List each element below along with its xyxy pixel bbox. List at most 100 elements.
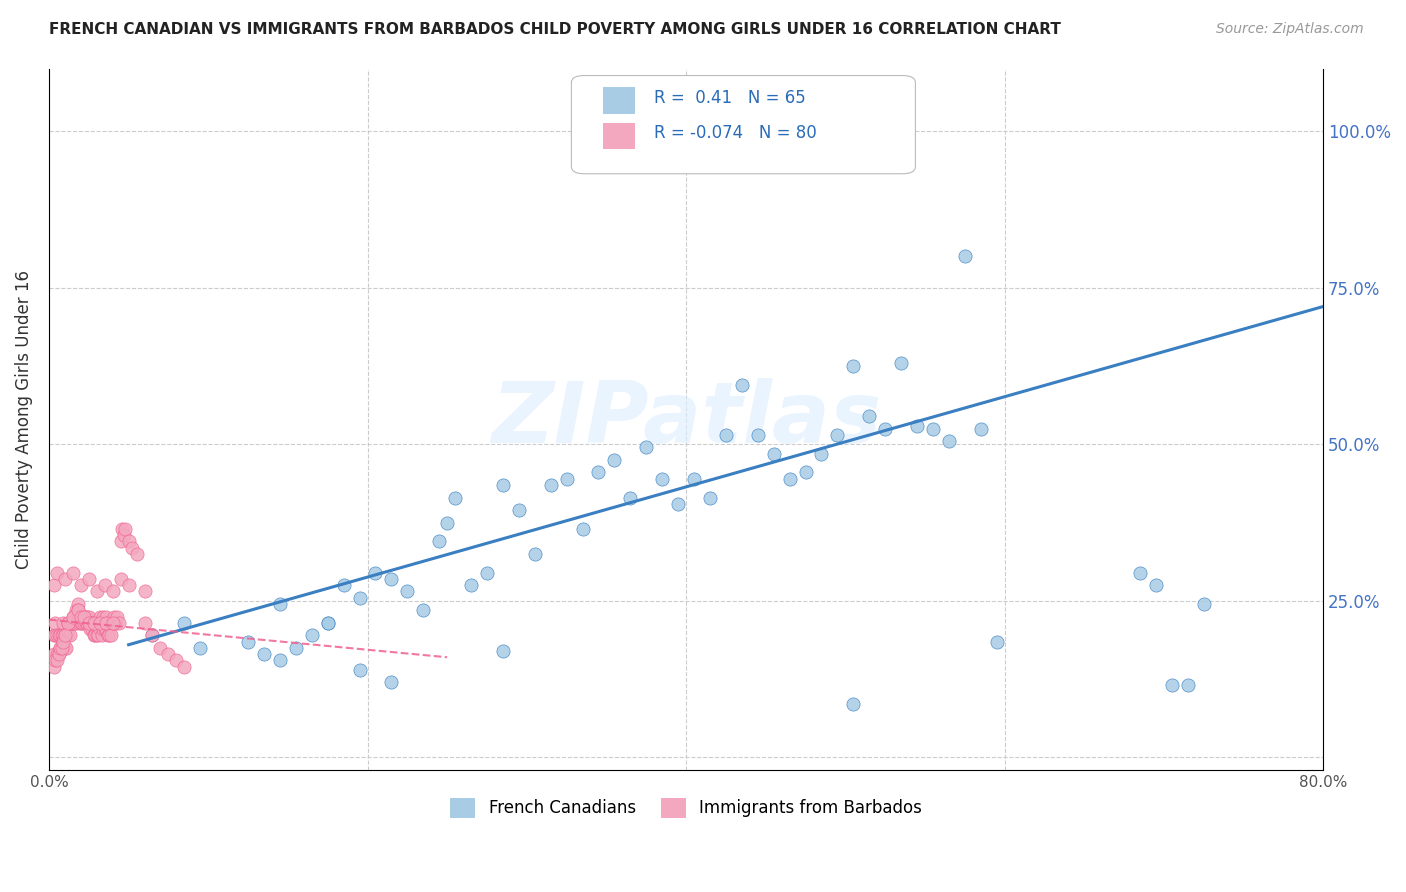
Point: [794, 466, 817, 480]
Point: [619, 491, 641, 505]
Point: [45, 647, 67, 661]
Point: [42, 659, 65, 673]
Point: [970, 422, 993, 436]
Point: [98, 628, 121, 642]
Point: [49, 628, 72, 642]
Text: R =  0.41   N = 65: R = 0.41 N = 65: [654, 89, 806, 107]
Point: [42, 628, 65, 642]
Point: [63, 615, 86, 630]
Point: [508, 503, 530, 517]
Point: [79, 615, 101, 630]
Point: [125, 547, 148, 561]
Point: [165, 653, 187, 667]
Point: [87, 615, 110, 630]
FancyBboxPatch shape: [571, 76, 915, 174]
Point: [103, 609, 125, 624]
Point: [236, 634, 259, 648]
Text: FRENCH CANADIAN VS IMMIGRANTS FROM BARBADOS CHILD POVERTY AMONG GIRLS UNDER 16 C: FRENCH CANADIAN VS IMMIGRANTS FROM BARBA…: [49, 22, 1062, 37]
Point: [69, 609, 91, 624]
Point: [101, 615, 124, 630]
Bar: [603, 122, 636, 149]
Point: [53, 628, 76, 642]
Point: [44, 653, 66, 667]
Point: [89, 609, 111, 624]
Point: [842, 698, 865, 712]
Point: [67, 609, 90, 624]
Point: [134, 584, 156, 599]
Point: [62, 566, 84, 580]
Point: [412, 603, 434, 617]
Point: [117, 534, 139, 549]
Point: [91, 622, 114, 636]
Point: [79, 622, 101, 636]
Point: [48, 647, 70, 661]
Point: [65, 603, 87, 617]
Point: [60, 615, 83, 630]
Point: [269, 653, 291, 667]
Point: [114, 522, 136, 536]
Point: [301, 628, 323, 642]
Point: [380, 675, 402, 690]
Point: [53, 640, 76, 655]
Text: Source: ZipAtlas.com: Source: ZipAtlas.com: [1216, 22, 1364, 37]
Point: [555, 472, 578, 486]
Point: [90, 615, 112, 630]
Point: [77, 615, 100, 630]
Point: [73, 615, 96, 630]
Point: [571, 522, 593, 536]
Point: [636, 441, 658, 455]
Point: [49, 640, 72, 655]
Point: [84, 615, 107, 630]
Point: [62, 615, 84, 630]
Point: [699, 491, 721, 505]
Point: [364, 566, 387, 580]
Point: [59, 615, 82, 630]
Point: [44, 628, 66, 642]
Point: [89, 622, 111, 636]
Point: [1160, 678, 1182, 692]
Point: [1144, 578, 1167, 592]
Point: [100, 628, 122, 642]
Point: [269, 597, 291, 611]
Point: [396, 584, 419, 599]
Point: [1129, 566, 1152, 580]
Point: [60, 615, 83, 630]
Point: [93, 615, 115, 630]
Point: [111, 522, 134, 536]
Point: [69, 578, 91, 592]
Point: [56, 615, 79, 630]
Point: [922, 422, 945, 436]
Point: [731, 377, 754, 392]
Point: [96, 615, 118, 630]
Point: [44, 615, 66, 630]
Point: [905, 418, 928, 433]
Point: [48, 628, 70, 642]
Point: [96, 609, 118, 624]
Point: [77, 572, 100, 586]
Point: [53, 572, 76, 586]
Point: [134, 615, 156, 630]
Point: [72, 615, 94, 630]
Point: [48, 647, 70, 661]
Text: ZIPatlas: ZIPatlas: [491, 377, 882, 461]
Point: [83, 628, 105, 642]
Point: [87, 628, 110, 642]
Point: [83, 615, 105, 630]
Point: [75, 609, 97, 624]
Point: [1192, 597, 1215, 611]
Point: [173, 659, 195, 673]
Point: [53, 628, 76, 642]
Point: [986, 634, 1008, 648]
Point: [72, 609, 94, 624]
Point: [49, 640, 72, 655]
Point: [66, 597, 89, 611]
Point: [890, 356, 912, 370]
Point: [51, 640, 73, 655]
Point: [56, 628, 79, 642]
Point: [73, 609, 96, 624]
Point: [86, 584, 108, 599]
Point: [80, 615, 103, 630]
Point: [666, 497, 689, 511]
Point: [938, 434, 960, 449]
Point: [69, 609, 91, 624]
